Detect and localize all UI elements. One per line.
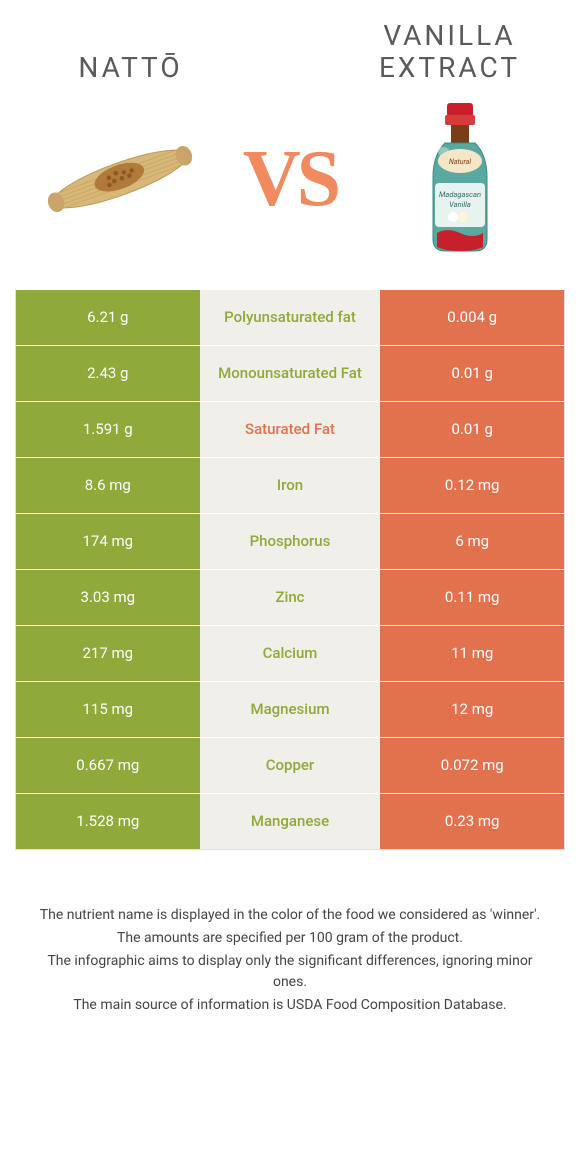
table-row: 2.43 gMonounsaturated Fat0.01 g [16, 345, 564, 401]
right-value: 0.01 g [380, 402, 564, 457]
left-value: 2.43 g [16, 346, 200, 401]
right-value: 0.072 mg [380, 738, 564, 793]
left-value: 1.528 mg [16, 794, 200, 849]
right-value: 0.004 g [380, 290, 564, 345]
nutrient-label: Zinc [200, 570, 381, 625]
table-row: 217 mgCalcium11 mg [16, 625, 564, 681]
image-row: VS Natural Madagascan Vanilla [15, 94, 565, 264]
footnote-line: The nutrient name is displayed in the co… [35, 905, 545, 926]
nutrient-label: Calcium [200, 626, 381, 681]
left-value: 115 mg [16, 682, 200, 737]
table-row: 3.03 mgZinc0.11 mg [16, 569, 564, 625]
table-row: 8.6 mgIron0.12 mg [16, 457, 564, 513]
nutrient-label: Saturated Fat [200, 402, 381, 457]
left-food-title: nattō [15, 52, 246, 84]
table-row: 0.667 mgCopper0.072 mg [16, 737, 564, 793]
table-row: 115 mgMagnesium12 mg [16, 681, 564, 737]
title-row: nattō vanilla extract [15, 20, 565, 84]
left-value: 3.03 mg [16, 570, 200, 625]
nutrient-label: Manganese [200, 794, 381, 849]
vs-label: VS [243, 134, 337, 225]
svg-text:Vanilla: Vanilla [450, 200, 472, 209]
nutrient-label: Iron [200, 458, 381, 513]
table-row: 1.528 mgManganese0.23 mg [16, 793, 564, 849]
left-value: 6.21 g [16, 290, 200, 345]
right-food-image: Natural Madagascan Vanilla [356, 94, 565, 264]
table-row: 6.21 gPolyunsaturated fat0.004 g [16, 289, 564, 345]
nutrient-label: Phosphorus [200, 514, 381, 569]
right-value: 0.12 mg [380, 458, 564, 513]
left-value: 217 mg [16, 626, 200, 681]
nutrient-label: Copper [200, 738, 381, 793]
comparison-table: 6.21 gPolyunsaturated fat0.004 g2.43 gMo… [15, 289, 565, 850]
left-value: 8.6 mg [16, 458, 200, 513]
right-value: 0.01 g [380, 346, 564, 401]
right-value: 12 mg [380, 682, 564, 737]
table-row: 174 mgPhosphorus6 mg [16, 513, 564, 569]
right-value: 6 mg [380, 514, 564, 569]
natto-icon [30, 119, 210, 239]
left-value: 0.667 mg [16, 738, 200, 793]
footnote-line: The infographic aims to display only the… [35, 951, 545, 993]
left-value: 174 mg [16, 514, 200, 569]
left-food-image [15, 94, 224, 264]
svg-text:Natural: Natural [449, 158, 471, 166]
right-value: 11 mg [380, 626, 564, 681]
nutrient-label: Magnesium [200, 682, 381, 737]
right-food-title: vanilla extract [334, 20, 565, 84]
nutrient-label: Monounsaturated Fat [200, 346, 381, 401]
table-row: 1.591 gSaturated Fat0.01 g [16, 401, 564, 457]
left-value: 1.591 g [16, 402, 200, 457]
right-value: 0.23 mg [380, 794, 564, 849]
right-value: 0.11 mg [380, 570, 564, 625]
footnote-line: The main source of information is USDA F… [35, 995, 545, 1016]
footnotes: The nutrient name is displayed in the co… [15, 905, 565, 1016]
nutrient-label: Polyunsaturated fat [200, 290, 381, 345]
vanilla-bottle-icon: Natural Madagascan Vanilla [415, 99, 505, 259]
svg-text:Madagascan: Madagascan [440, 190, 482, 199]
footnote-line: The amounts are specified per 100 gram o… [35, 928, 545, 949]
